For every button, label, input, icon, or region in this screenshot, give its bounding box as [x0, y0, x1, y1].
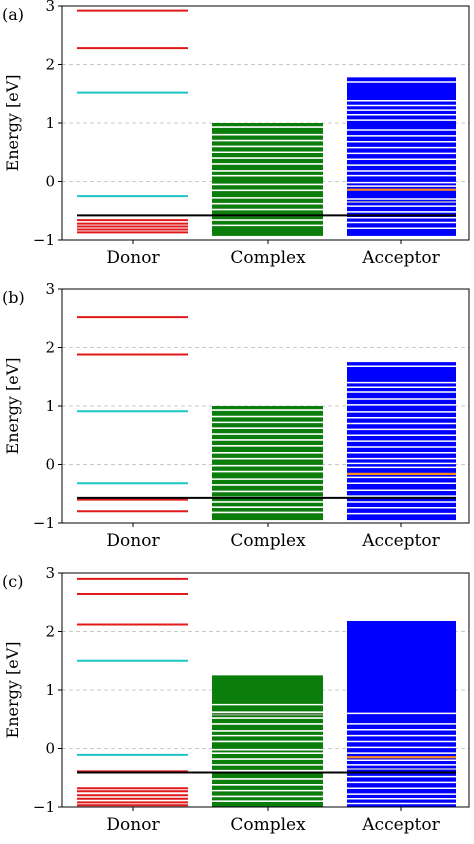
x-tick-label-donor: Donor: [106, 531, 160, 551]
y-tick-label: −1: [33, 231, 55, 249]
x-tick-label-donor: Donor: [106, 248, 160, 268]
panel-label: (c): [2, 572, 23, 591]
y-axis-label: Energy [eV]: [3, 642, 22, 739]
y-tick-label: 2: [45, 623, 55, 641]
complex-level-band: [212, 406, 323, 521]
panel-label: (a): [2, 5, 24, 24]
y-tick-label: 1: [45, 397, 55, 415]
x-tick-label-acceptor: Acceptor: [361, 531, 440, 551]
y-axis-label: Energy [eV]: [3, 358, 22, 455]
y-tick-label: 3: [45, 280, 55, 298]
panel-c: −1 0 1 2 3 Donor Complex Acceptor Energy [eV] (c): [2, 564, 470, 835]
x-tick-label-complex: Complex: [230, 248, 306, 268]
panel-b: −1 0 1 2 3 Donor Complex Acceptor Energy [eV] (b): [2, 280, 470, 551]
y-tick-label: −1: [33, 798, 55, 816]
x-tick-label-donor: Donor: [106, 815, 160, 835]
y-tick-label: 3: [45, 564, 55, 582]
complex-level-band: [212, 123, 323, 236]
x-tick-label-complex: Complex: [230, 531, 306, 551]
acceptor-level-band: [347, 77, 456, 236]
y-axis-label: Energy [eV]: [3, 75, 22, 172]
y-tick-label: 1: [45, 114, 55, 132]
y-tick-label: 2: [45, 339, 55, 357]
y-tick-label: 1: [45, 681, 55, 699]
x-tick-label-complex: Complex: [230, 815, 306, 835]
panel-label: (b): [2, 288, 25, 307]
panel-a: −1 0 1 2 3 Donor Complex Acceptor Energy [eV] (a): [2, 0, 470, 268]
y-tick-label: 0: [45, 173, 55, 191]
y-tick-label: −1: [33, 514, 55, 532]
x-tick-label-acceptor: Acceptor: [361, 815, 440, 835]
y-tick-label: 0: [45, 456, 55, 474]
y-tick-label: 0: [45, 740, 55, 758]
panels-group: −1 0 1 2 3 Donor Complex Acceptor Energy [eV] (a)…: [2, 0, 470, 835]
y-tick-label: 3: [45, 0, 55, 15]
y-tick-label: 2: [45, 56, 55, 74]
x-tick-label-acceptor: Acceptor: [361, 248, 440, 268]
